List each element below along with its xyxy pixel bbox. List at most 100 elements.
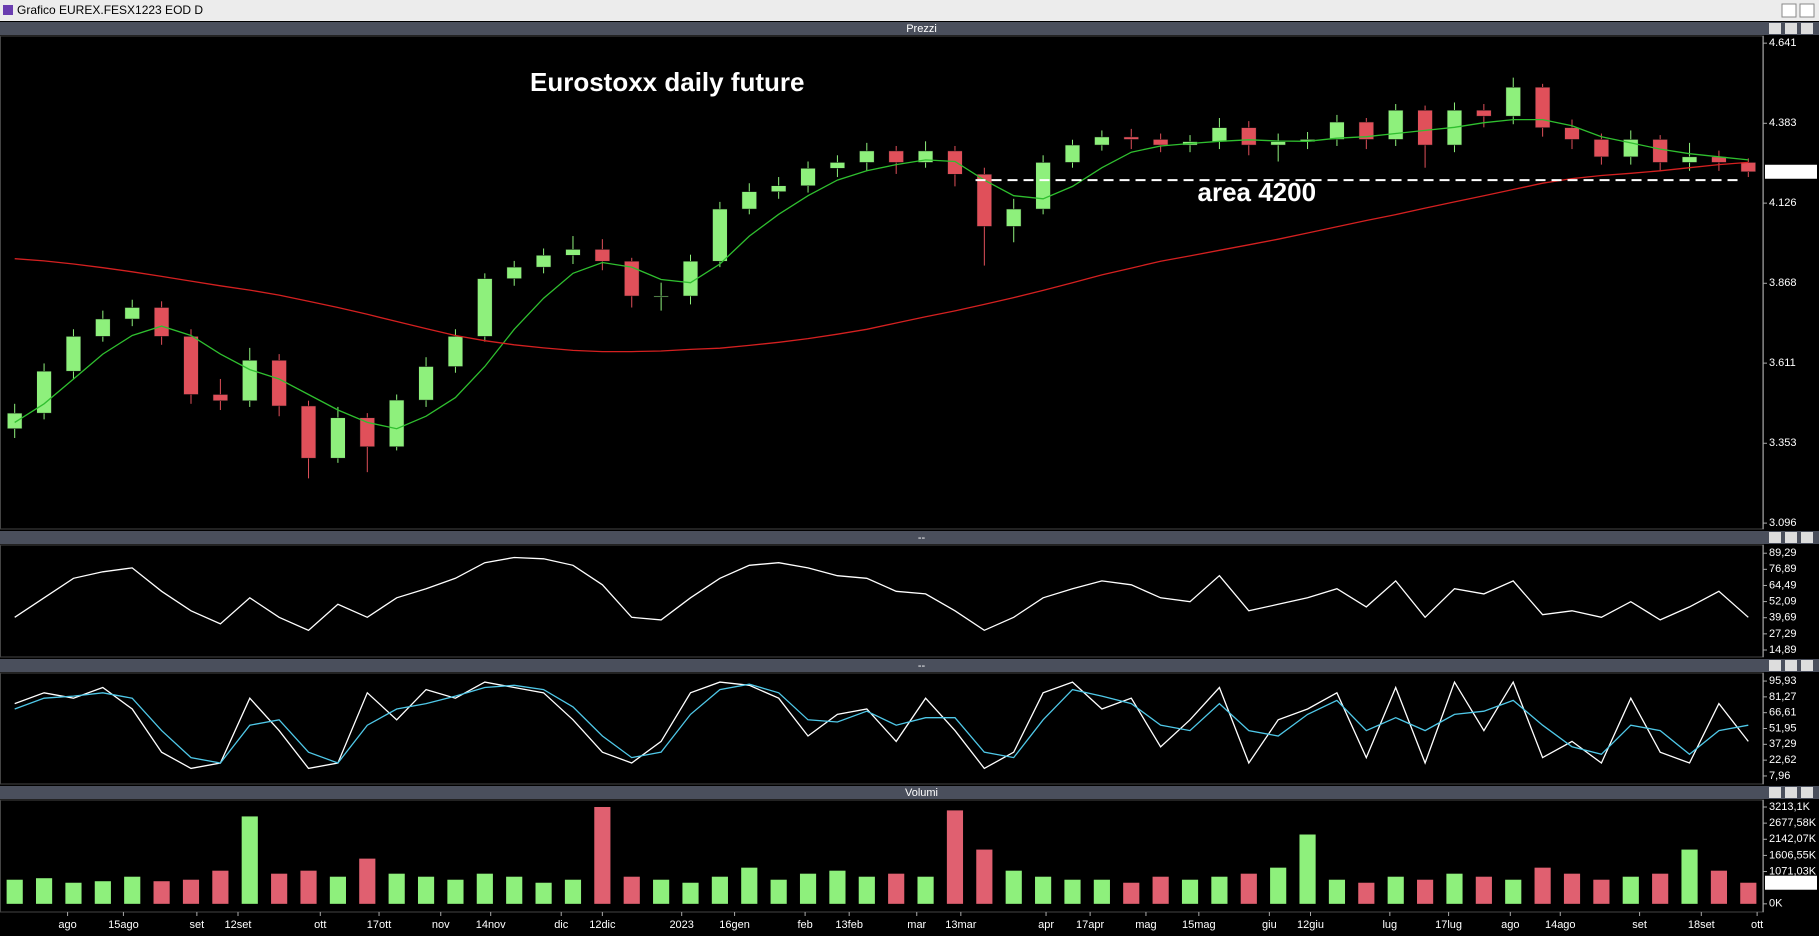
candle-body	[330, 417, 346, 459]
panel-button[interactable]	[1801, 660, 1813, 671]
panel-button[interactable]	[1785, 23, 1797, 34]
candle-body	[183, 336, 199, 395]
x-tick-label: giu	[1262, 919, 1277, 931]
y-tick-label: 51,95	[1769, 722, 1797, 734]
volume-bar	[241, 816, 258, 904]
volume-bar	[359, 858, 376, 904]
y-tick-label: 81,27	[1769, 691, 1797, 703]
candle-body	[771, 185, 787, 192]
panel-button[interactable]	[1769, 660, 1781, 671]
candle-body	[1241, 127, 1257, 146]
panel-button[interactable]	[1785, 660, 1797, 671]
y-tick-label: 76,89	[1769, 563, 1797, 575]
panel-header	[0, 531, 1819, 544]
panel-button[interactable]	[1769, 787, 1781, 798]
volume-bar	[1681, 849, 1698, 904]
candle-body	[682, 260, 699, 297]
volume-bar	[1035, 876, 1052, 904]
candle-body	[212, 394, 228, 401]
x-tick-label: 15mag	[1182, 919, 1216, 931]
panel-button[interactable]	[1785, 532, 1797, 543]
volume-bar	[1534, 867, 1551, 904]
volume-bar	[1563, 873, 1581, 904]
panel-button[interactable]	[1785, 787, 1797, 798]
current-value-box	[1765, 875, 1817, 890]
volume-bar	[1710, 870, 1728, 904]
candle-body	[1211, 127, 1228, 142]
candle-body	[594, 249, 610, 262]
x-tick-label: mag	[1135, 919, 1156, 931]
indicator-line	[14, 683, 1749, 764]
y-tick-label: 4.383	[1769, 117, 1797, 129]
volume-bar	[182, 879, 200, 904]
close-button[interactable]	[1799, 3, 1815, 18]
y-tick-label: 3.096	[1769, 517, 1797, 529]
volume-bar	[1093, 879, 1110, 904]
candle-body	[565, 249, 581, 256]
indicator-line	[14, 161, 1749, 353]
volume-bar	[653, 879, 670, 904]
y-tick-label: 2142,07K	[1769, 833, 1817, 845]
candle-body	[800, 168, 816, 186]
candle-body	[947, 150, 963, 175]
y-tick-label: 39,69	[1769, 612, 1797, 624]
x-tick-label: 13mar	[945, 919, 977, 931]
x-tick-label: 15ago	[108, 919, 139, 931]
candle-body	[1535, 87, 1551, 128]
volume-bar	[300, 870, 317, 904]
y-tick-label: 52,09	[1769, 596, 1797, 608]
support-label: area 4200	[1198, 177, 1317, 207]
volume-bar	[1475, 876, 1492, 904]
candle-body	[7, 412, 23, 429]
volume-bar	[564, 879, 582, 904]
candle-body	[271, 360, 287, 407]
y-tick-label: 4.641	[1769, 37, 1797, 49]
panel-title: --	[918, 660, 926, 672]
volume-bar	[535, 882, 552, 904]
volume-bar	[447, 879, 464, 904]
minimize-button[interactable]	[1781, 3, 1797, 18]
panel-button[interactable]	[1801, 787, 1813, 798]
candle-body	[712, 208, 728, 262]
volume-bar	[858, 876, 875, 904]
volume-bar	[594, 806, 611, 904]
panel-header	[0, 786, 1819, 799]
y-tick-label: 1071,03K	[1769, 865, 1817, 877]
volume-bar	[1328, 879, 1346, 904]
volume-bar	[1505, 879, 1522, 904]
candle-body	[1505, 87, 1521, 117]
x-tick-label: dic	[554, 919, 569, 931]
candle-body	[859, 150, 875, 163]
volume-bar	[1593, 879, 1610, 904]
x-tick-label: feb	[797, 919, 812, 931]
volume-bar	[153, 881, 170, 904]
candle-body	[917, 150, 934, 163]
volume-bar	[799, 873, 817, 904]
plot-frame	[0, 799, 1764, 913]
x-tick-label: mar	[907, 919, 926, 931]
candle-body	[1358, 121, 1374, 140]
candle-body	[1476, 109, 1492, 117]
volume-bar	[1240, 873, 1257, 904]
x-tick-label: 12dic	[589, 919, 616, 931]
x-tick-label: 18set	[1688, 919, 1715, 931]
volume-bar	[682, 882, 699, 904]
volume-bar	[271, 873, 288, 904]
panel-header	[0, 659, 1819, 672]
volume-bar	[417, 876, 435, 904]
x-tick-label: 2023	[669, 919, 693, 931]
x-tick-label: ott	[1751, 919, 1763, 931]
panel-title: Volumi	[905, 787, 938, 799]
candle-body	[1681, 156, 1698, 163]
panel-button[interactable]	[1769, 532, 1781, 543]
candle-body	[154, 307, 170, 337]
panel-button[interactable]	[1801, 23, 1813, 34]
candle-body	[1094, 136, 1110, 146]
panel-button[interactable]	[1801, 532, 1813, 543]
y-tick-label: 4.126	[1769, 197, 1797, 209]
x-tick-label: lug	[1382, 919, 1397, 931]
panel-button[interactable]	[1769, 23, 1781, 34]
candle-body	[653, 295, 669, 298]
y-tick-label: 2677,58K	[1769, 817, 1817, 829]
